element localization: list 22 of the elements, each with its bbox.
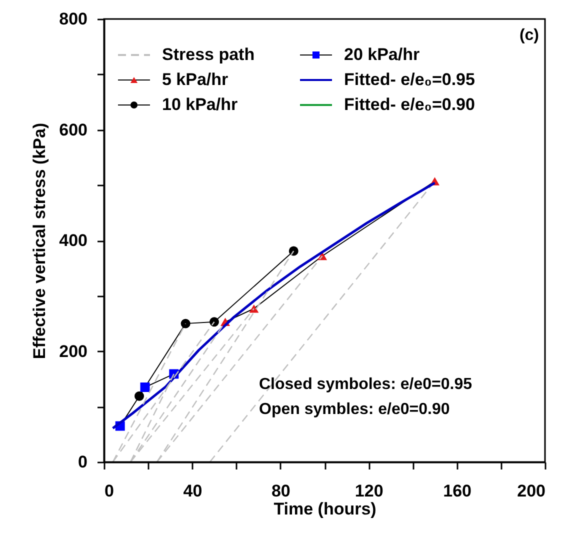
annotation: Closed symboles: e/e0=0.95: [259, 376, 472, 393]
y-tick-label: 800: [59, 10, 88, 28]
legend-label: Stress path: [162, 45, 255, 64]
y-tick-label: 400: [59, 231, 88, 250]
y-tick-label: 0: [78, 452, 88, 472]
x-tick-label: 0: [104, 482, 114, 500]
legend-label: 10 kPa/hr: [162, 95, 238, 114]
x-axis-title: Time (hours): [274, 500, 376, 518]
y-axis-title: Effective vertical stress (kPa): [30, 122, 50, 360]
x-tick-label: 160: [443, 482, 472, 500]
y-tick-label: 200: [59, 342, 88, 361]
x-tick-label: 80: [271, 482, 290, 500]
x-tick-label: 120: [354, 482, 384, 500]
legend-label: 20 kPa/hr: [344, 45, 420, 64]
annotation: (c): [519, 27, 539, 44]
annotation: Open symbles: e/e0=0.90: [259, 401, 450, 418]
y-tick-label: 600: [59, 120, 88, 140]
x-tick-label: 200: [517, 482, 546, 500]
legend-label: Fitted- e/e₀=0.90: [344, 95, 475, 114]
legend-label: Fitted- e/e₀=0.95: [344, 70, 475, 89]
legend-label: 5 kPa/hr: [162, 70, 229, 89]
x-tick-label: 40: [183, 482, 202, 500]
